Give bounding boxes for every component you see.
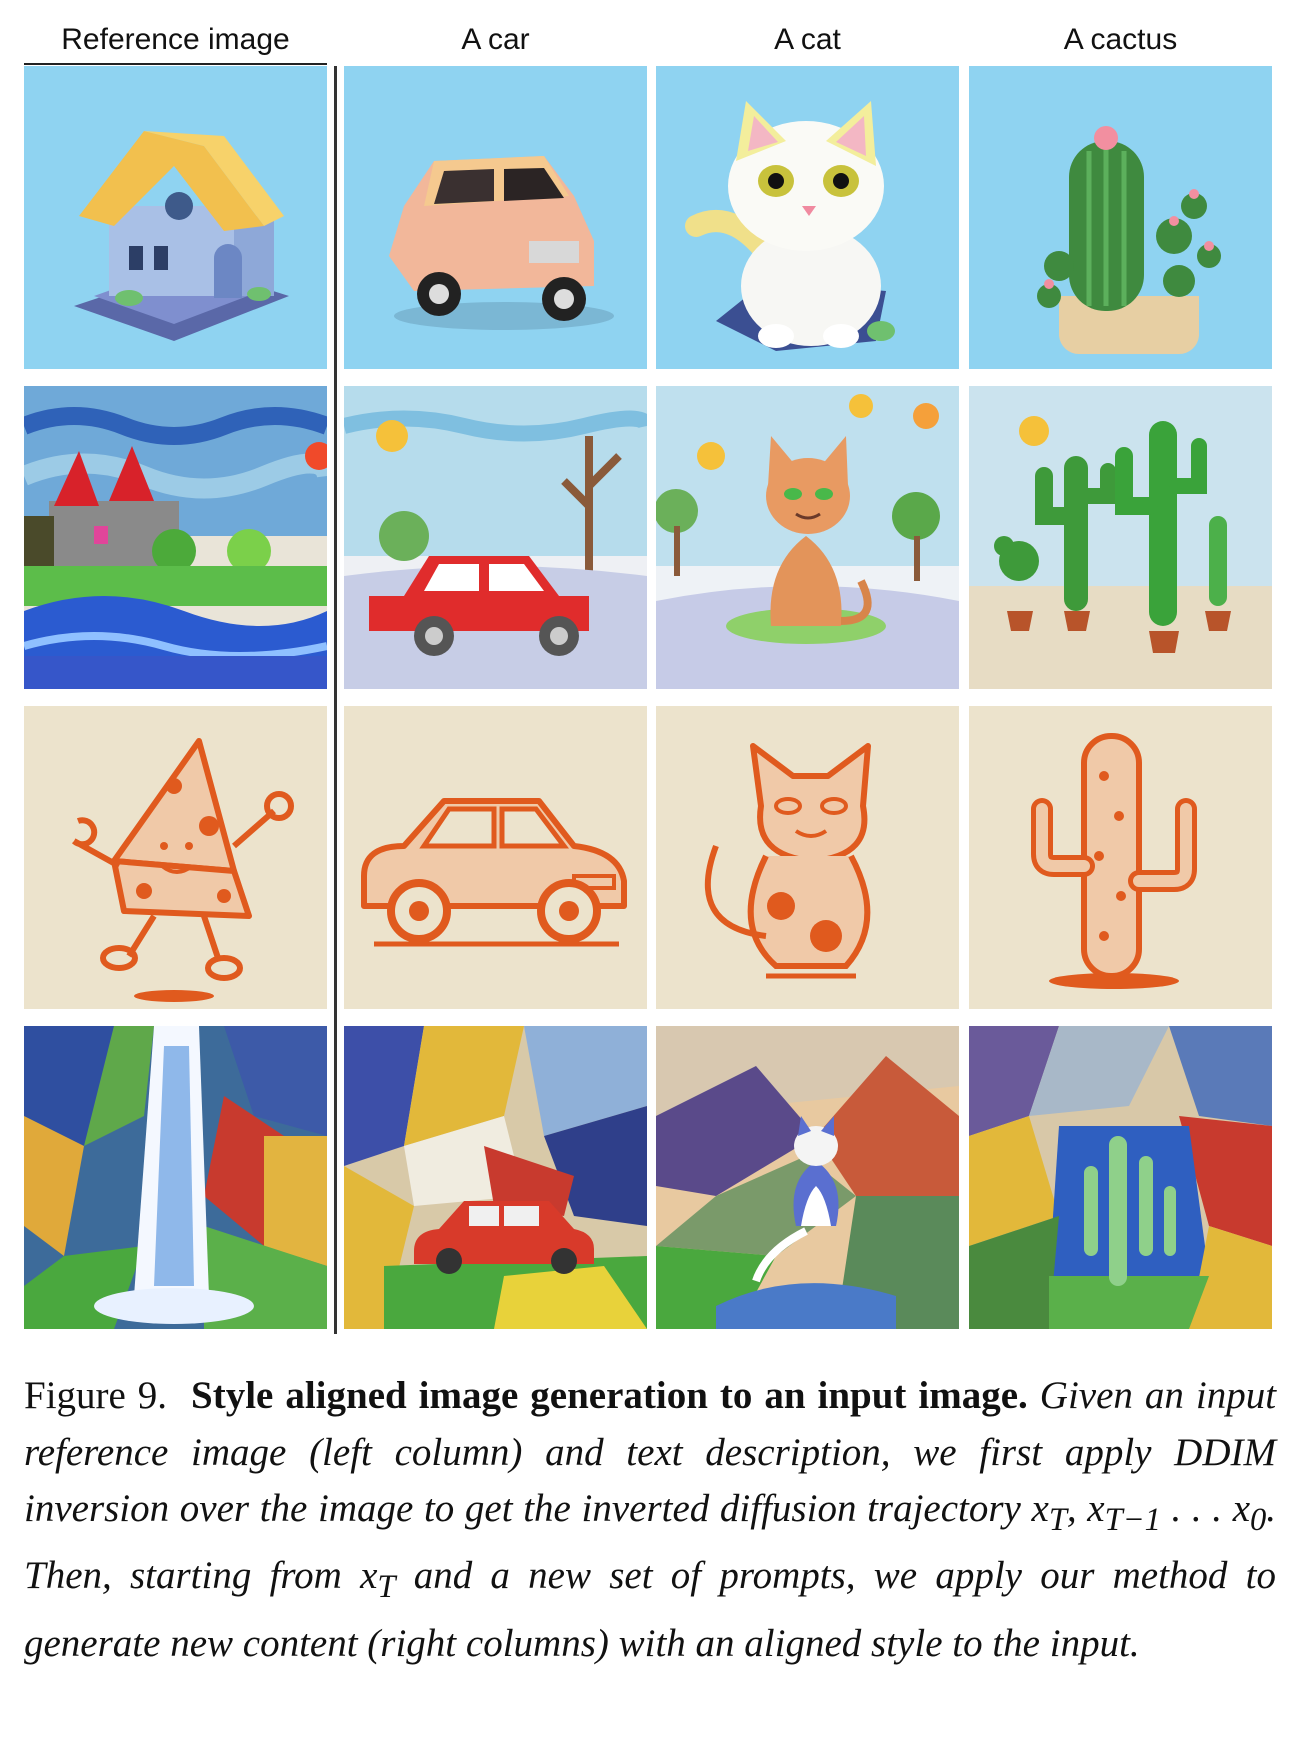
image-cubist-cactus	[969, 1026, 1272, 1329]
caption-body-2: . Then, starting from	[24, 1487, 1276, 1598]
image-lineart-cheese-character	[24, 706, 327, 1009]
image-clay-house	[24, 66, 327, 369]
image-clay-cactus	[969, 66, 1272, 369]
reference-header-underline	[24, 63, 327, 65]
image-clay-cat	[656, 66, 959, 369]
image-cubist-waterfall	[24, 1026, 327, 1329]
image-crayon-cactus	[969, 386, 1272, 689]
image-lineart-car	[344, 706, 647, 1009]
caption-body-3: and a new set of prompts, we apply our m…	[24, 1554, 1276, 1665]
reference-column-divider	[334, 66, 337, 1334]
image-crayon-cat	[656, 386, 959, 689]
math-x-T-minus-1: xT−1	[1087, 1487, 1161, 1538]
math-x-T: xT	[1031, 1487, 1067, 1538]
image-cubist-car	[344, 1026, 647, 1329]
math-x-0: x0	[1232, 1487, 1267, 1538]
image-cubist-cat	[656, 1026, 959, 1329]
column-headers: Reference image A car A cat A cactus	[0, 0, 1300, 60]
image-crayon-castle	[24, 386, 327, 689]
figure-title: Style aligned image generation to an inp…	[191, 1374, 1028, 1417]
math-dots: . . .	[1160, 1487, 1233, 1530]
header-cactus: A cactus	[1063, 23, 1178, 56]
figure-caption: Figure 9. Style aligned image generation…	[24, 1368, 1276, 1672]
image-clay-car	[344, 66, 647, 369]
header-car: A car	[461, 23, 530, 56]
image-lineart-cactus	[969, 706, 1272, 1009]
image-lineart-cat	[656, 706, 959, 1009]
math-separator: ,	[1066, 1487, 1088, 1530]
image-crayon-car	[344, 386, 647, 689]
figure-label: Figure 9.	[24, 1374, 168, 1417]
header-reference-image: Reference image	[61, 23, 290, 56]
caption-body-1: Given an input reference image (left col…	[24, 1374, 1277, 1530]
header-cat: A cat	[774, 23, 841, 56]
math-x-T-start: xT	[360, 1554, 396, 1606]
